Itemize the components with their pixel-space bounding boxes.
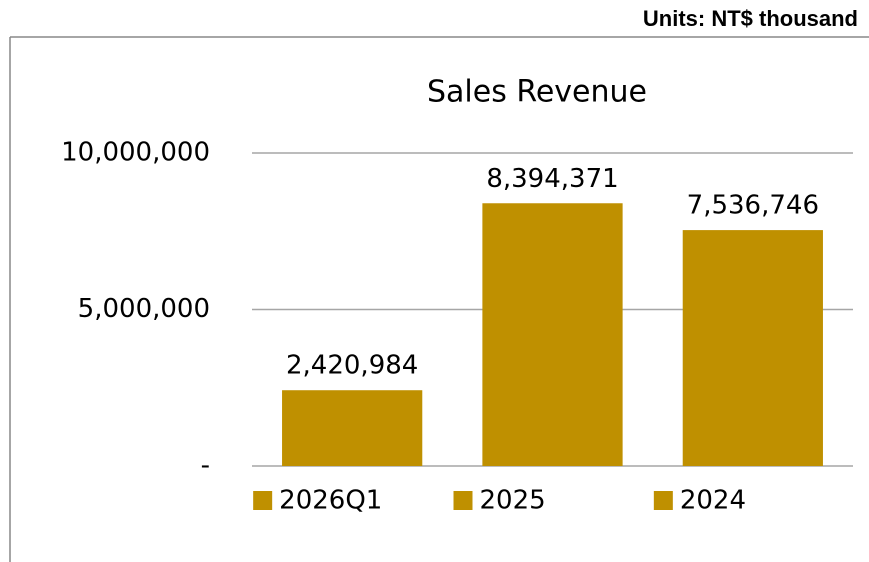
- x-tick-label: 2026Q1: [279, 486, 382, 516]
- bar: [682, 230, 823, 466]
- bar: [282, 390, 423, 466]
- units-note: Units: NT$ thousand: [643, 6, 858, 31]
- value-label: 8,394,371: [486, 164, 618, 194]
- x-tick-label: 2024: [680, 486, 746, 516]
- legend-swatch: [653, 491, 673, 510]
- value-label: 2,420,984: [286, 351, 418, 381]
- y-tick-label: 5,000,000: [78, 294, 210, 324]
- y-tick-label: -: [201, 451, 210, 481]
- bar: [482, 203, 623, 466]
- legend-swatch: [253, 491, 273, 510]
- y-tick-label: 10,000,000: [61, 138, 210, 168]
- value-label: 7,536,746: [687, 191, 819, 221]
- legend-swatch: [453, 491, 473, 510]
- x-tick-label: 2025: [480, 486, 546, 516]
- chart-title: Sales Revenue: [427, 75, 647, 110]
